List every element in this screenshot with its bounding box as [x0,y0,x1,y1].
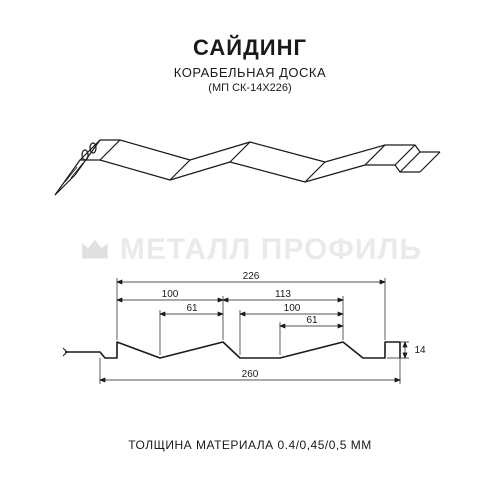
watermark: МЕТАЛЛ ПРОФИЛЬ [78,233,422,267]
profile-3d-drawing [45,120,455,230]
title-model: (МП СК-14X226) [0,82,500,94]
dim-height: 14 [414,345,426,356]
dim-first-flat: 100 [162,289,179,300]
dim-second-rise: 61 [306,315,318,326]
dim-total-bottom: 260 [242,369,259,380]
thickness-label: ТОЛЩИНА МАТЕРИАЛА 0.4/0,45/0,5 ММ [0,438,500,452]
profile-2d-drawing: 226 100 61 113 100 61 14 260 [45,270,455,410]
dim-second-inner: 100 [284,303,301,314]
dim-second-flat: 113 [275,289,291,300]
title-block: САЙДИНГ КОРАБЕЛЬНАЯ ДОСКА (МП СК-14X226) [0,0,500,94]
title-subtitle: КОРАБЕЛЬНАЯ ДОСКА [0,65,500,80]
dim-total-top: 226 [243,271,260,282]
dim-first-rise: 61 [186,303,198,314]
title-main: САЙДИНГ [0,35,500,61]
watermark-logo-icon [78,233,112,267]
watermark-text: МЕТАЛЛ ПРОФИЛЬ [120,233,422,267]
